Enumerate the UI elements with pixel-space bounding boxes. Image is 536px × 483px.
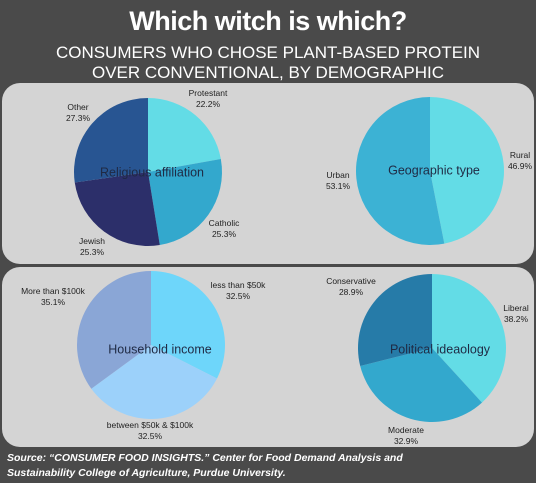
slice-label-moderate: Moderate: [388, 425, 424, 435]
pie-slice-rural: [430, 97, 504, 244]
pie-title: Religious affiliation: [100, 165, 204, 179]
slice-value-other: 27.3%: [66, 113, 91, 123]
slice-label-less-than-50k: less than $50k: [211, 280, 267, 290]
pie-title: Geographic type: [388, 163, 480, 177]
pie-slice-urban: [355, 97, 445, 245]
slice-label-rural: Rural: [510, 150, 530, 160]
pie-slice-between-50k-100k: [91, 345, 217, 419]
slice-value-between-50k-100k: 32.5%: [138, 431, 163, 441]
slice-label-jewish: Jewish: [79, 236, 105, 246]
pie-title: Political ideaology: [390, 342, 491, 356]
slice-label-conservative: Conservative: [326, 276, 376, 286]
subtitle-line-2: OVER CONVENTIONAL, BY DEMOGRAPHIC: [91, 63, 445, 82]
source-note: Source: “CONSUMER FOOD INSIGHTS.” Center…: [7, 451, 532, 481]
pie-slice-protestant: [148, 98, 221, 172]
pie-slice-catholic: [148, 158, 222, 246]
source-line-1: Source: “CONSUMER FOOD INSIGHTS.” Center…: [7, 452, 403, 464]
subtitle-line-1: CONSUMERS WHO CHOSE PLANT-BASED PROTEIN: [55, 43, 481, 62]
source-line-2: Sustainability College of Agriculture, P…: [7, 467, 286, 479]
pie-slice-less-than-50k: [151, 271, 225, 379]
pie-slice-jewish: [74, 172, 160, 246]
slice-value-rural: 46.9%: [508, 161, 533, 171]
slice-label-between-50k-100k: between $50k & $100k: [107, 420, 194, 430]
slice-value-catholic: 25.3%: [212, 229, 237, 239]
slice-label-other: Other: [67, 102, 88, 112]
slice-value-conservative: 28.9%: [339, 287, 364, 297]
slice-label-protestant: Protestant: [189, 88, 228, 98]
pie-slice-more-than-100k: [76, 271, 151, 389]
slice-label-liberal: Liberal: [503, 303, 529, 313]
slice-value-liberal: 38.2%: [504, 314, 529, 324]
slice-value-jewish: 25.3%: [80, 247, 105, 257]
slice-value-less-than-50k: 32.5%: [226, 291, 251, 301]
slice-label-urban: Urban: [326, 170, 349, 180]
slice-label-more-than-100k: More than $100k: [21, 286, 86, 296]
slice-label-catholic: Catholic: [209, 218, 240, 228]
page-title: Which witch is which?: [129, 6, 407, 36]
slice-value-moderate: 32.9%: [394, 436, 419, 446]
slice-value-more-than-100k: 35.1%: [41, 297, 66, 307]
pie-slice-liberal: [432, 274, 506, 403]
pie-slice-conservative: [357, 274, 432, 366]
pie-title: Household income: [108, 342, 212, 356]
pie-slice-other: [73, 98, 148, 183]
pie-slice-moderate: [360, 348, 482, 422]
slice-value-protestant: 22.2%: [196, 99, 221, 109]
slice-value-urban: 53.1%: [326, 181, 351, 191]
